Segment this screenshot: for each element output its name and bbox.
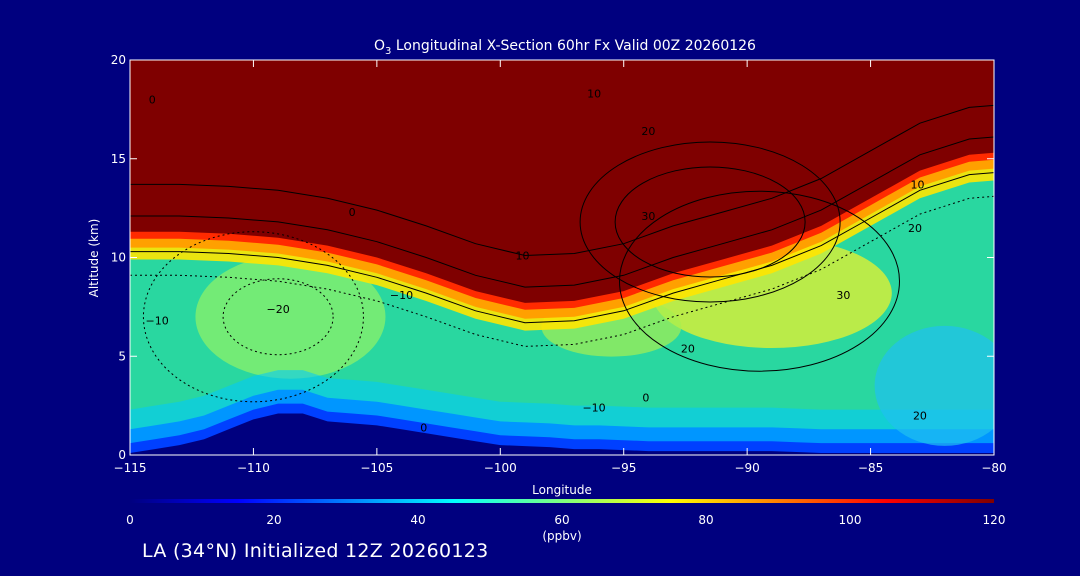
colorbar-unit-label: (ppbv) [542,529,581,543]
colorbar-ticks: 0 20 40 60 80 100 120 [126,513,1005,527]
colorbar-tick-label: 40 [410,513,425,527]
dashed-contour-ring-1 [142,231,364,403]
y-tick-label: 15 [111,152,126,166]
y-tick-label: 0 [118,448,126,462]
contour-line-20 [130,104,994,257]
x-axis-label: Longitude [532,483,592,497]
colorbar [130,499,994,503]
contour-label: 20 [641,125,655,138]
contour-label: −10 [146,315,169,328]
contour-line-0 [130,172,994,324]
x-tick-label: −80 [981,461,1006,475]
chart-title: O3 Longitudinal X-Section 60hr Fx Valid … [374,38,756,57]
x-tick-label: −110 [237,461,270,475]
x-tick-label: −85 [858,461,883,475]
contour-label: 30 [836,289,850,302]
x-tick-label: −100 [484,461,517,475]
colorbar-tick-label: 20 [266,513,281,527]
contour-line-10 [130,136,994,288]
x-tick-label: −95 [611,461,636,475]
contour-label: 0 [349,206,356,219]
terrain-profile [130,413,994,455]
contour-label: 20 [681,342,695,355]
contour-label: 0 [149,93,156,106]
ozone-field-west-blob [195,254,386,379]
contour-label: 20 [913,409,927,422]
contour-label: −20 [267,303,290,316]
y-tick-label: 5 [118,349,126,363]
colorbar-tick-label: 0 [126,513,134,527]
plot-area: 0 0 10 20 30 10 10 20 30 20 0 −10 −10 −10 −20 20 0 [130,60,994,455]
colorbar-tick-label: 100 [839,513,862,527]
colorbar-tick-label: 60 [554,513,569,527]
contour-ring-1 [614,166,806,278]
contour-ring-0 [579,141,841,303]
contour-label: 0 [642,392,649,405]
dashed-contour-ring-0 [222,278,334,356]
colorbar-tick-label: 80 [698,513,713,527]
contour-label: 20 [908,222,922,235]
contour-label: 0 [420,421,427,434]
y-tick-label: 20 [111,53,126,67]
x-tick-label: −115 [114,461,147,475]
y-tick-label: 10 [111,251,126,265]
ozone-field-east-low [874,325,994,446]
contour-label: 30 [641,210,655,223]
colorbar-tick-label: 120 [983,513,1006,527]
contour-label: 10 [587,88,601,101]
contour-label: −10 [582,402,605,415]
x-tick-label: −90 [734,461,759,475]
contour-ring-2 [618,190,900,372]
stratosphere-high-ozone [130,60,994,303]
contour-label: 10 [516,249,530,262]
x-tick-label: −105 [360,461,393,475]
y-axis-label: Altitude (km) [87,219,101,298]
initialization-caption: LA (34°N) Initialized 12Z 20260123 [142,540,489,562]
contour-label: −10 [390,289,413,302]
contour-label: 10 [910,178,924,191]
